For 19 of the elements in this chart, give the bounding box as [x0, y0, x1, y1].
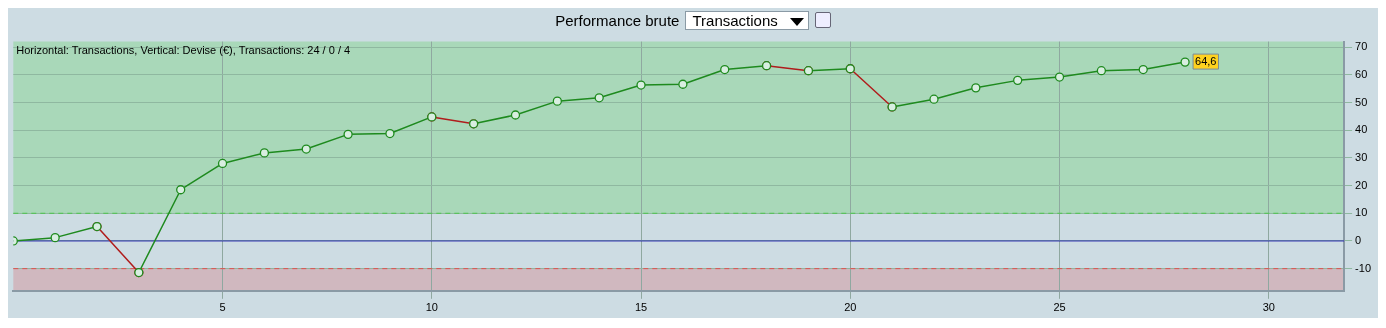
x-tick-label: 25 [1053, 301, 1066, 314]
y-tick-label: 20 [1355, 178, 1368, 191]
x-tick-label: 20 [844, 301, 857, 314]
annotation: Horizontal: Transactions, Vertical: Devise (€), Transactions: 24 / 0 / 4 [16, 44, 351, 57]
chart-title: Performance brute [555, 11, 680, 29]
chart-subtitle: Transactions [692, 11, 778, 29]
y-tick-label: 70 [1355, 40, 1368, 53]
data-label: 64,6 [1195, 55, 1217, 68]
y-tick-label: -10 [1355, 261, 1372, 274]
x-tick-label: 10 [425, 301, 438, 314]
x-tick-label: 15 [634, 301, 648, 314]
y-tick-label: 0 [1355, 233, 1362, 246]
x-tick-label: 30 [1262, 301, 1275, 314]
y-tick-label: 10 [1355, 206, 1368, 219]
y-tick-label: 40 [1355, 123, 1368, 136]
y-tick-label: 30 [1355, 150, 1368, 163]
y-tick-label: 60 [1355, 67, 1368, 80]
x-tick-label: 5 [219, 301, 226, 314]
y-tick-label: 50 [1355, 95, 1368, 108]
